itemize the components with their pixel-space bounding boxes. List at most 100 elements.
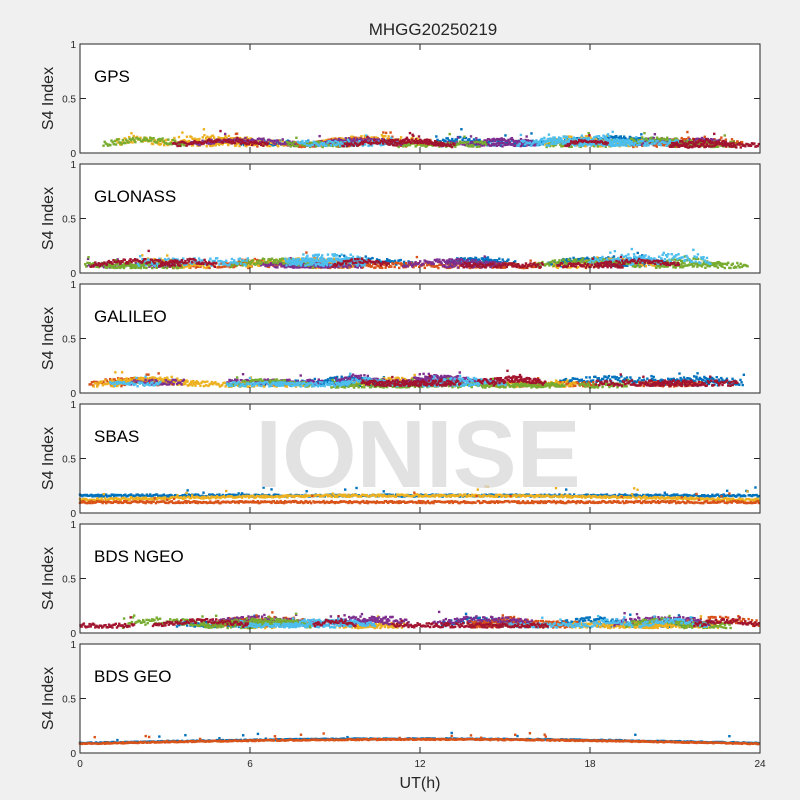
data-point [508,140,511,143]
data-point [556,266,559,270]
data-point [491,260,494,264]
data-point [438,145,441,148]
data-point [519,133,523,137]
data-point [166,142,169,145]
data-point [624,137,627,140]
data-point [281,138,284,141]
data-point [451,260,455,264]
data-point [136,262,140,266]
data-point [685,144,688,147]
data-point [649,141,652,144]
data-point [469,260,473,264]
data-point [321,266,324,269]
data-point [414,264,417,267]
data-point [540,137,544,141]
data-point [140,264,144,267]
series-6 [171,129,761,149]
data-point [368,140,371,143]
data-point [480,140,483,143]
data-point [685,138,688,141]
data-point [305,141,308,144]
data-point [462,141,465,144]
data-point [134,140,137,144]
data-point [403,144,406,147]
data-point [569,257,572,261]
data-point [349,265,353,268]
data-point [572,140,575,143]
data-point [727,261,730,265]
data-point [223,265,226,268]
data-point [435,258,439,261]
data-point [690,263,693,266]
data-point [262,257,266,261]
data-point [392,144,396,147]
data-point [551,259,554,263]
data-point [227,134,231,138]
data-point [414,260,417,264]
data-point [680,263,683,267]
data-point [210,138,213,142]
data-point [202,128,206,131]
data-point [437,260,440,264]
data-point [364,255,367,258]
data-point [166,254,169,257]
data-point [586,256,589,260]
data-point [202,142,205,145]
data-point [534,140,537,144]
data-point [449,143,453,146]
data-point [390,141,394,144]
data-point [279,260,283,263]
data-point [444,262,448,265]
data-point [425,144,429,148]
data-point [520,144,524,147]
data-point [351,135,354,138]
data-point [233,141,237,145]
data-point [641,142,644,145]
data-point [117,262,120,265]
data-point [465,260,468,263]
data-point [214,140,218,144]
data-point [411,138,414,141]
data-point [311,143,314,146]
data-point [450,140,453,144]
data-point [209,136,212,139]
data-point [123,141,127,145]
data-point [696,265,699,268]
data-point [326,141,329,144]
data-point [117,138,120,141]
data-point [328,140,332,143]
data-point [606,134,609,137]
data-point [290,142,294,145]
data-point [707,263,711,267]
data-point [544,143,547,146]
data-point [337,142,341,145]
data-point [684,140,688,143]
data-point [288,265,291,268]
data-point [596,256,599,259]
data-point [370,138,374,141]
data-point [655,145,659,148]
data-point [719,261,722,265]
data-point [641,261,645,264]
data-point [294,144,297,148]
data-point [336,139,340,142]
panel-label: GPS [94,67,130,86]
data-point [242,138,245,142]
data-point [564,137,568,141]
data-point [392,262,395,266]
data-point [119,141,122,144]
data-point [356,141,360,144]
data-point [560,263,564,267]
data-point [256,260,259,263]
data-point [453,139,456,143]
data-point [282,264,285,268]
data-point [622,258,625,261]
data-point [623,264,627,267]
data-point [130,138,134,141]
data-point [478,139,481,143]
data-point [377,138,381,141]
data-point [588,134,591,137]
data-point [384,134,387,138]
data-point [728,145,732,148]
data-point [385,258,389,261]
